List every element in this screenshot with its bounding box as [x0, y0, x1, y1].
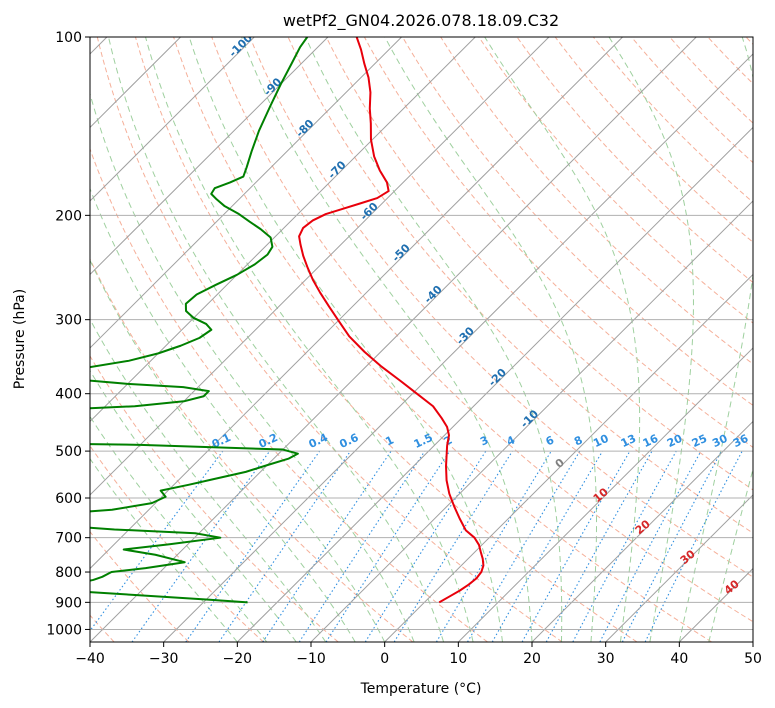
moist-adiabat-line-4	[90, 259, 356, 642]
y-tick-label: 800	[55, 565, 82, 581]
moist-adiabat-line-11	[305, 37, 563, 642]
isotherm-line-6	[90, 37, 255, 202]
mixing-ratio-line-12	[521, 450, 631, 642]
mixing-ratio-label: 20	[665, 432, 685, 450]
mixing-ratio-line-6	[325, 450, 451, 642]
x-tick-label: 40	[670, 651, 688, 667]
x-tick-label: −20	[223, 651, 253, 667]
mixing-ratio-line-2	[185, 450, 321, 642]
isotherm-line-8	[90, 37, 402, 349]
isotherm-line-13	[163, 53, 753, 642]
dry-adiabat-line-5	[90, 147, 488, 642]
x-tick-label: 50	[744, 651, 762, 667]
chart-title: wetPf2_GN04.2026.078.18.09.C32	[283, 11, 559, 31]
dry-adiabat-line-11	[287, 37, 753, 534]
y-tick-label: 300	[55, 313, 82, 329]
y-tick-label: 500	[55, 444, 82, 460]
mixing-ratio-line-7	[364, 450, 487, 642]
x-tick-label: 10	[449, 651, 467, 667]
plot-area	[90, 37, 753, 642]
dry-adiabat-line-10	[249, 37, 753, 578]
moist-adiabat-line-5	[90, 187, 386, 642]
dewpoint-profile-line-1	[90, 443, 299, 604]
mixing-ratio-lines	[90, 450, 743, 642]
mixing-ratio-label: 16	[641, 432, 661, 450]
x-tick-label: −10	[296, 651, 326, 667]
moist-adiabat-line-14	[608, 37, 694, 642]
dry-adiabat-line-17	[516, 37, 753, 284]
dry-adiabat-line-6	[96, 37, 563, 642]
mixing-ratio-line-3	[218, 450, 351, 642]
x-tick-label: −40	[75, 651, 105, 667]
y-tick-label: 900	[55, 595, 82, 611]
dry-adiabat-line-4	[90, 258, 414, 642]
y-tick-label: 1000	[46, 622, 82, 638]
mixing-ratio-label: 36	[731, 432, 751, 450]
mixing-ratio-line-14	[572, 450, 677, 642]
mixing-ratio-label: 10	[591, 432, 611, 450]
x-tick-label: 30	[597, 651, 615, 667]
y-axis-title: Pressure (hPa)	[12, 289, 28, 389]
mixing-ratio-line-9	[435, 450, 552, 642]
dry-adiabat-line-7	[134, 37, 638, 642]
moist-adiabat-line-9	[188, 37, 504, 642]
dry-adiabat-line-19	[592, 37, 753, 203]
y-tick-label: 600	[55, 491, 82, 507]
moist-adiabat-line-10	[241, 37, 533, 642]
moist-adiabat-line-15	[678, 37, 753, 642]
mixing-ratio-line-1	[131, 450, 271, 642]
moist-adiabat-line-8	[145, 37, 474, 642]
dry-adiabat-line-16	[478, 37, 753, 324]
moist-adiabat-line-7	[108, 37, 445, 642]
dewpoint-profile-line-2	[90, 37, 309, 410]
y-tick-label: 100	[55, 30, 82, 46]
isotherm-line-15	[310, 200, 753, 642]
x-axis-ticks: −40 −30 −20 −10 0 10 20 30 40 50	[75, 642, 762, 667]
isotherm-line-21	[752, 641, 753, 642]
moist-adiabat-line-13	[484, 37, 641, 642]
moist-adiabat-line-12	[384, 37, 598, 642]
mixing-ratio-line-10	[467, 450, 581, 642]
mixing-ratio-label: 13	[619, 432, 638, 450]
dry-adiabat-line-1	[90, 530, 190, 642]
isotherm-line-17	[457, 347, 753, 642]
isotherms	[90, 37, 753, 642]
sounding-profiles	[90, 37, 485, 604]
isotherm-line-10	[90, 37, 550, 496]
mixing-ratio-label: 25	[690, 432, 709, 450]
temperature-profile-line-0	[298, 37, 485, 604]
dry-adiabat-line-14	[402, 37, 753, 406]
y-tick-label: 700	[55, 531, 82, 547]
y-tick-label: 400	[55, 387, 82, 403]
y-tick-label: 200	[55, 208, 82, 224]
mixing-ratio-line-11	[491, 450, 604, 642]
x-tick-label: −30	[149, 651, 179, 667]
moist-adiabat-line-3	[90, 318, 327, 642]
moist-adiabat-line-16	[708, 467, 753, 642]
plot-frame	[89, 36, 754, 643]
x-tick-label: 20	[523, 651, 541, 667]
moist-adiabat-line-1	[90, 415, 268, 642]
moist-adiabat-line-2	[90, 369, 297, 642]
y-axis-ticks: 1000 900 800 700 600 500 400 300 200 100	[46, 30, 90, 638]
isotherm-line-7	[90, 37, 329, 276]
x-axis-title: Temperature (°C)	[360, 681, 482, 697]
dry-adiabat-line-8	[173, 37, 712, 642]
isotherm-line-9	[90, 37, 476, 423]
isotherm-line-19	[605, 494, 753, 642]
x-tick-label: 0	[380, 651, 389, 667]
isobar-gridlines	[90, 214, 753, 630]
dry-adiabat-line-3	[90, 355, 339, 642]
dry-adiabats	[90, 37, 753, 642]
dry-adiabat-line-12	[325, 37, 753, 491]
isotherm-line-14	[236, 126, 753, 642]
isotherm-line-16	[384, 273, 753, 642]
isotherm-line-18	[531, 420, 753, 642]
mixing-ratio-label: 30	[710, 432, 730, 450]
mixing-ratio-line-8	[393, 450, 513, 642]
isotherm-line-11	[90, 37, 623, 570]
